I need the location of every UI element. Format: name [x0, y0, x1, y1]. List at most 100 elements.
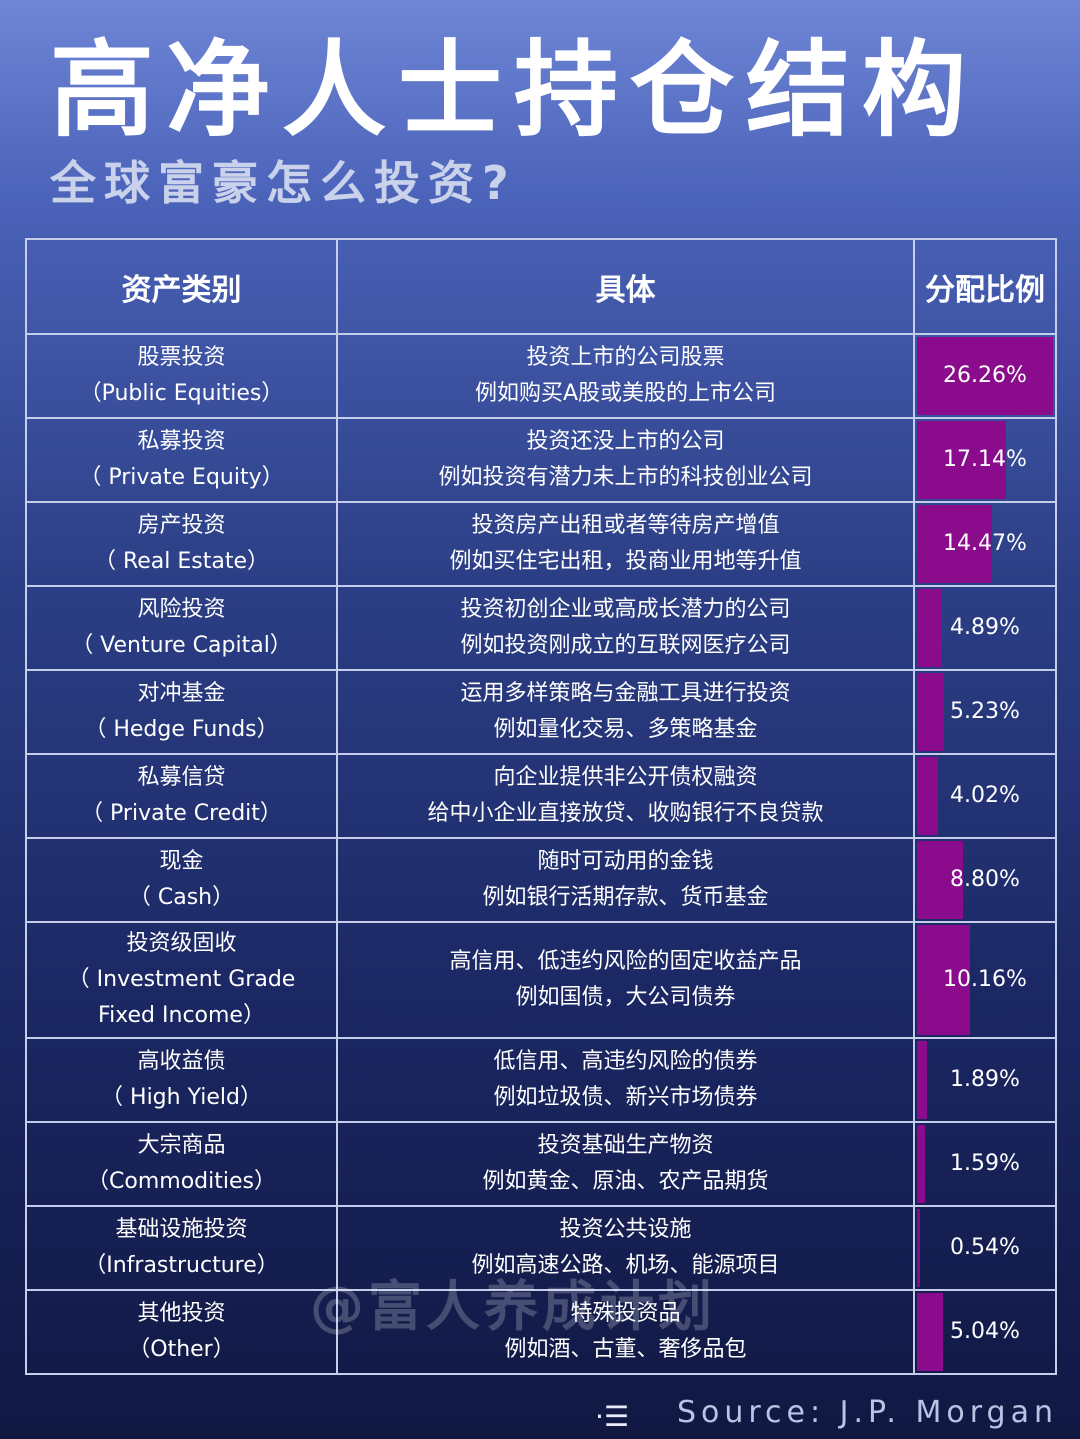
detail-example: 例如酒、古董、奢侈品包 [504, 1337, 747, 1362]
category-name-cn: 私募投资 [137, 429, 226, 454]
table-row: 风险投资 （ Venture Capital） 投资初创企业或高成长潜力的公司 例如投… [25, 585, 1057, 671]
allocation-cell: 4.89% [913, 585, 1057, 671]
category-name-en: （Commodities） [87, 1169, 276, 1194]
allocation-bar [917, 1209, 920, 1287]
detail-example: 例如国债，大公司债券 [515, 985, 736, 1010]
category-cell: 现金 （ Cash） [25, 837, 338, 923]
category-cell: 私募投资 （ Private Equity） [25, 417, 338, 503]
allocation-cell: 5.23% [913, 669, 1057, 755]
category-name-en: （Other） [128, 1337, 235, 1362]
category-name-cn: 投资级固收 [126, 931, 237, 956]
category-name-cn: 大宗商品 [137, 1133, 226, 1158]
allocation-table: 资产类别 具体 分配比例 股票投资 （Public Equities） 投资上市的公… [25, 238, 1057, 1375]
source-note: Source: J.P. Morgan [676, 1395, 1058, 1430]
allocation-cell: 5.04% [913, 1289, 1057, 1375]
category-name-cn: 基础设施投资 [115, 1217, 248, 1242]
category-name-cn: 对冲基金 [137, 681, 226, 706]
detail-example: 例如黄金、原油、农产品期货 [482, 1169, 769, 1194]
allocation-cell: 1.59% [913, 1121, 1057, 1207]
category-name-en: （ Cash） [128, 885, 235, 910]
table-row: 大宗商品 （Commodities） 投资基础生产物资例如黄金、原油、农产品期货 1.… [25, 1121, 1057, 1207]
detail-description: 投资还没上市的公司 [526, 429, 725, 454]
allocation-percent: 5.23% [950, 699, 1020, 724]
watermark: @富人养成计划 [310, 1275, 716, 1338]
allocation-cell: 8.80% [913, 837, 1057, 923]
detail-cell: 随时可动用的金钱 例如银行活期存款、货币基金 [336, 837, 915, 923]
allocation-percent: 0.54% [950, 1235, 1020, 1260]
table-row: 对冲基金 （ Hedge Funds） 运用多样策略与金融工具进行投资 例如量化交易、… [25, 669, 1057, 755]
category-cell: 私募信贷 （ Private Credit） [25, 753, 338, 839]
category-name-cn: 股票投资 [137, 345, 226, 370]
category-cell: 其他投资 （Other） [25, 1289, 338, 1375]
category-name-cn: 风险投资 [137, 597, 226, 622]
allocation-percent: 8.80% [950, 867, 1020, 892]
category-cell: 基础设施投资 （Infrastructure） [25, 1205, 338, 1291]
category-cell: 大宗商品 （Commodities） [25, 1121, 338, 1207]
allocation-bar [917, 421, 1006, 499]
table-header-row: 资产类别 具体 分配比例 [25, 238, 1057, 335]
allocation-percent: 4.89% [950, 615, 1020, 640]
detail-cell: 投资初创企业或高成长潜力的公司 例如投资刚成立的互联网医疗公司 [336, 585, 915, 671]
category-name-en: （ Investment Grade [67, 967, 296, 992]
allocation-bar [917, 1125, 926, 1203]
category-name-cn: 高收益债 [137, 1049, 226, 1074]
header-detail: 具体 [336, 238, 915, 335]
detail-example: 例如垃圾债、新兴市场债券 [493, 1085, 758, 1110]
category-cell: 股票投资 （Public Equities） [25, 333, 338, 419]
page-title: 高净人士持仓结构 [50, 29, 979, 151]
detail-description: 高信用、低违约风险的固定收益产品 [449, 949, 802, 974]
detail-cell: 向企业提供非公开债权融资 给中小企业直接放贷、收购银行不良贷款 [336, 753, 915, 839]
allocation-cell: 14.47% [913, 501, 1057, 587]
header-allocation: 分配比例 [913, 238, 1057, 335]
table-row: 房产投资 （ Real Estate） 投资房产出租或者等待房产增值 例如买住宅出租，… [25, 501, 1057, 587]
allocation-bar [917, 925, 970, 1035]
category-name-en: （ High Yield） [101, 1085, 262, 1110]
allocation-cell: 0.54% [913, 1205, 1057, 1291]
category-name-cn: 房产投资 [137, 513, 226, 538]
detail-cell: 运用多样策略与金融工具进行投资 例如量化交易、多策略基金 [336, 669, 915, 755]
detail-example: 例如投资刚成立的互联网医疗公司 [460, 633, 791, 658]
detail-description: 投资基础生产物资 [537, 1133, 714, 1158]
detail-cell: 投资上市的公司股票 例如购买A股或美股的上市公司 [336, 333, 915, 419]
table-row: 高收益债 （ High Yield） 低信用、高违约风险的债券 例如垃圾债、新兴市场债… [25, 1037, 1057, 1123]
detail-example: 例如购买A股或美股的上市公司 [474, 381, 777, 406]
table-row: 现金 （ Cash） 随时可动用的金钱 例如银行活期存款、货币基金 8.80% [25, 837, 1057, 923]
detail-description: 运用多样策略与金融工具进行投资 [460, 681, 791, 706]
detail-cell: 投资还没上市的公司例如投资有潜力未上市的科技创业公司 [336, 417, 915, 503]
table-row: 基础设施投资 （Infrastructure） 投资公共设施 例如高速公路、机场、能源… [25, 1205, 1057, 1291]
allocation-percent: 10.16% [943, 967, 1027, 992]
detail-description: 投资初创企业或高成长潜力的公司 [460, 597, 791, 622]
category-cell: 高收益债 （ High Yield） [25, 1037, 338, 1123]
detail-cell: 特殊投资品 例如酒、古董、奢侈品包 [336, 1289, 915, 1375]
category-cell: 对冲基金 （ Hedge Funds） [25, 669, 338, 755]
category-name-en: （ Private Equity） [79, 465, 284, 490]
category-cell: 房产投资 （ Real Estate） [25, 501, 338, 587]
allocation-cell: 17.14% [913, 417, 1057, 503]
category-name-cn: 其他投资 [137, 1301, 226, 1326]
allocation-percent: 17.14% [943, 447, 1027, 472]
allocation-cell: 10.16% [913, 921, 1057, 1039]
category-name-en: （Public Equities） [79, 381, 284, 406]
allocation-percent: 14.47% [943, 531, 1027, 556]
detail-cell: 投资房产出租或者等待房产增值 例如买住宅出租，投商业用地等升值 [336, 501, 915, 587]
table-row: 私募信贷 （ Private Credit） 向企业提供非公开债权融资 给中小企业直接… [25, 753, 1057, 839]
detail-cell: 高信用、低违约风险的固定收益产品 例如国债，大公司债券 [336, 921, 915, 1039]
detail-example: 例如银行活期存款、货币基金 [482, 885, 769, 910]
category-name-cn: 私募信贷 [137, 765, 226, 790]
allocation-bar [917, 757, 938, 835]
menu-icon[interactable]: ·☰ [595, 1400, 630, 1433]
category-name-en: （Infrastructure） [84, 1253, 279, 1278]
allocation-percent: 1.59% [950, 1151, 1020, 1176]
detail-description: 投资公共设施 [559, 1217, 692, 1242]
detail-example: 例如买住宅出租，投商业用地等升值 [449, 549, 802, 574]
allocation-cell: 1.89% [913, 1037, 1057, 1123]
detail-cell: 投资公共设施 例如高速公路、机场、能源项目 [336, 1205, 915, 1291]
allocation-bar [917, 337, 1053, 415]
detail-description: 投资房产出租或者等待房产增值 [471, 513, 780, 538]
allocation-bar [917, 841, 963, 919]
header-category: 资产类别 [25, 238, 338, 335]
detail-description: 低信用、高违约风险的债券 [493, 1049, 758, 1074]
category-cell: 风险投资 （ Venture Capital） [25, 585, 338, 671]
detail-example: 例如投资有潜力未上市的科技创业公司 [438, 465, 813, 490]
table-row: 股票投资 （Public Equities） 投资上市的公司股票 例如购买A股或美股的… [25, 333, 1057, 419]
